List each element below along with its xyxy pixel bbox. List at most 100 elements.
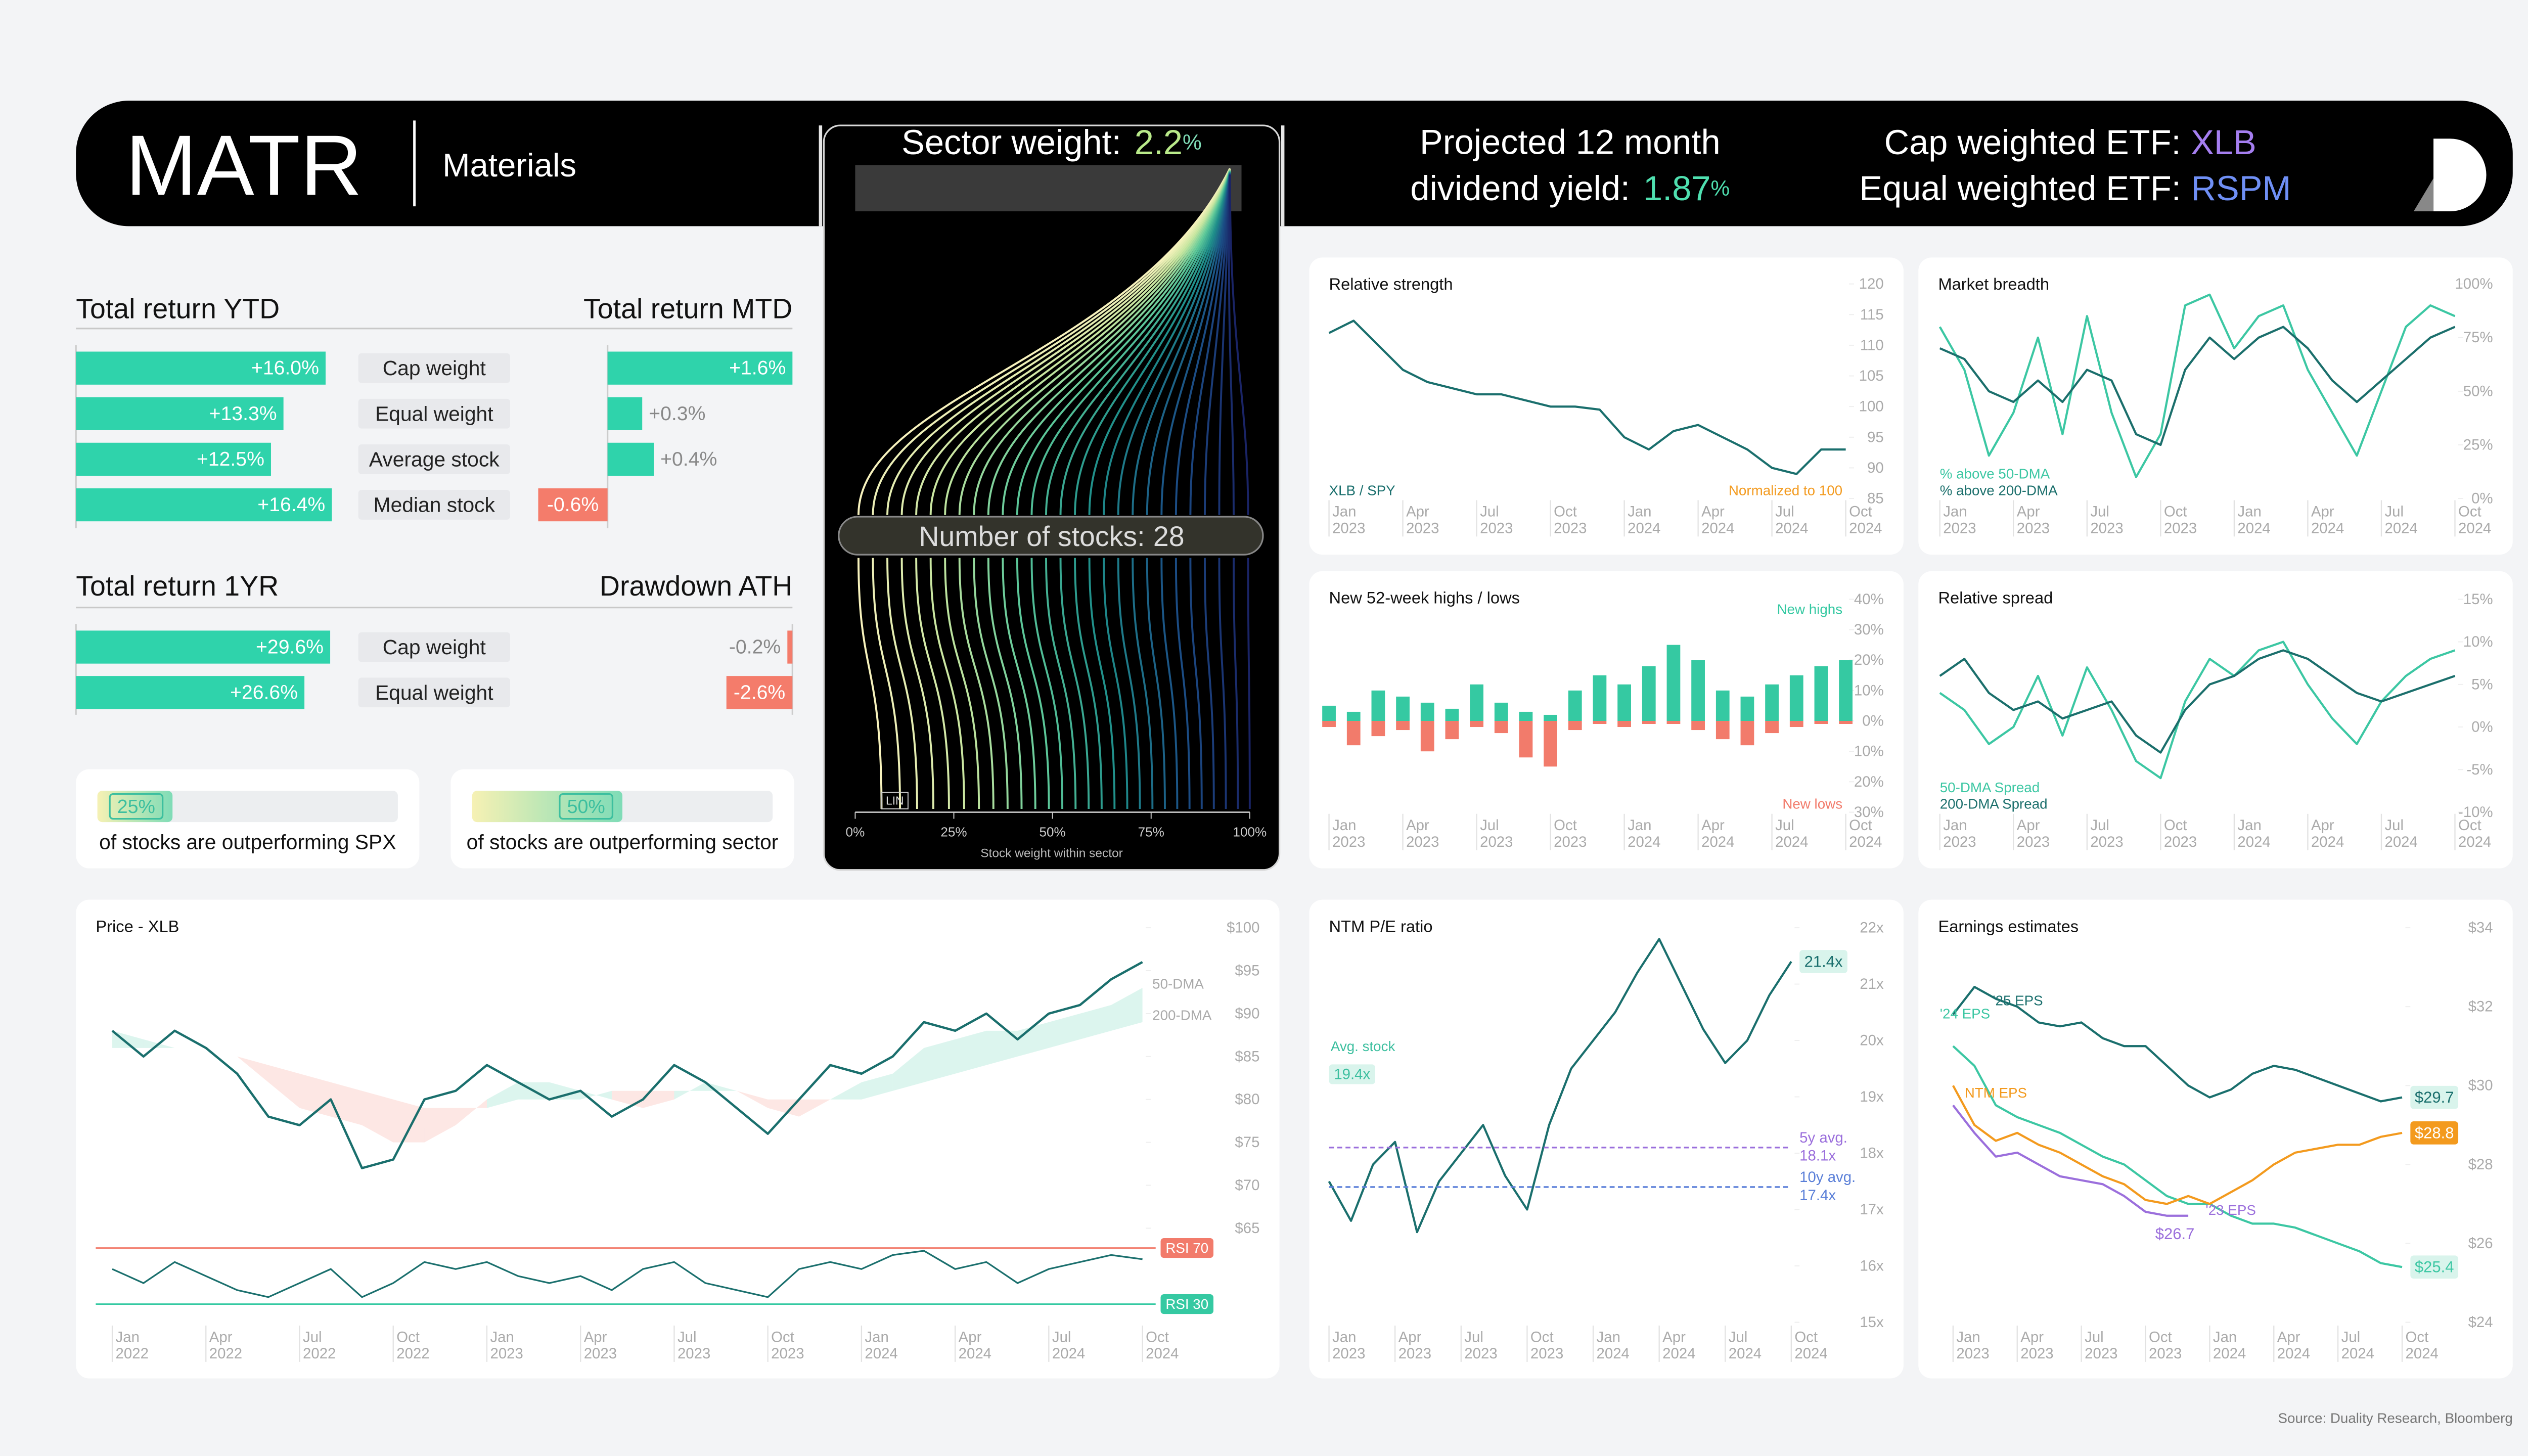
fan-curve [987,558,1023,809]
y-tick-label: $24 [2468,1314,2493,1331]
bar [1839,721,1853,724]
y-tick-label: 30% [1854,621,1884,638]
x-tick-label: Apr [2311,504,2334,520]
return-label: +0.4% [660,448,717,470]
y-tick-label: $85 [1235,1048,1259,1065]
y-tick-label: $100 [1227,920,1259,936]
return-label: +16.4% [257,494,325,516]
y-tick-label: 90 [1867,460,1884,476]
x-tick-label: 2024 [2341,1345,2374,1362]
series-line [1939,641,2456,780]
x-tick-label: Jan [1628,817,1651,834]
x-tick-label: Apr [1701,817,1725,834]
reference-label: 5y avg. [1799,1129,1847,1146]
dma-band [549,1082,581,1100]
scale-label: LIN [886,794,904,807]
gauge-label-box [559,793,614,820]
x-tick-label: Apr [959,1329,982,1345]
x-tick-label: 2022 [396,1345,429,1362]
series-line [1952,986,2403,1103]
sector-weight: Sector weight: 2.2% [901,122,1202,161]
series-line [111,961,1143,1169]
bar [1470,684,1483,721]
bar [1765,721,1779,734]
section-title: Total return 1YR [76,570,279,602]
series-name: 200-DMA [1152,1008,1212,1023]
fan-curve [886,558,918,809]
x-tick-label: 2023 [1943,834,1976,850]
bar [1642,666,1656,721]
x-tick-label: Apr [1406,817,1429,834]
bar [1470,721,1483,727]
y-tick-label: 0% [1862,713,1883,730]
row-label: Equal weight [375,402,493,425]
rsi-level-label: RSI 30 [1165,1296,1208,1312]
y-tick-label: 0% [2471,719,2493,736]
x-tick-label: 2023 [1332,834,1365,850]
fan-curve [1103,558,1128,809]
row-label: Equal weight [375,681,493,704]
weight-bar [855,165,1242,211]
x-tick-label: Jul [1775,817,1794,834]
bar [1519,711,1533,721]
bar [1322,705,1336,721]
header-bar [76,101,2513,226]
chart-title: Price - XLB [96,917,179,935]
y-tick-label: 10% [1854,682,1884,699]
dividend-label: dividend yield: [1410,169,1630,208]
series-line [1952,1085,2403,1205]
x-tick-label: 2024 [1775,520,1808,536]
fan-curve [1229,175,1249,515]
x-tick-label: Apr [1662,1329,1686,1345]
fan-curve [1016,170,1231,515]
fan-curve [1160,558,1179,809]
x-tick-label: Jul [2090,817,2109,834]
x-tick-label: 2023 [2164,520,2197,536]
source: Source: Duality Research, Bloomberg [2278,1410,2513,1426]
x-tick-label: 2024 [1775,834,1808,850]
fan-curve [1247,558,1251,809]
bar [1740,696,1754,721]
chart-title: Relative spread [1938,588,2053,607]
series-line [1939,326,2456,446]
bar [1445,708,1459,721]
x-tick-label: Jul [1464,1329,1483,1345]
sector: Materials [442,147,576,184]
bar [1814,721,1828,724]
row-label: Median stock [374,493,495,517]
x-tick-label: 2023 [2085,1345,2117,1362]
x-tick-label: 2023 [2090,834,2123,850]
x-tick-label: Jan [1943,817,1967,834]
y-tick-label: -10% [2458,804,2493,821]
bar [1494,702,1508,721]
fan-curve [872,558,901,809]
x-tick-label: 2023 [1943,520,1976,536]
y-tick-label: 17x [1860,1201,1884,1218]
y-tick-label: 20% [1854,652,1884,668]
fan-curve [1016,558,1050,809]
chart-title: Earnings estimates [1938,917,2079,935]
y-tick-label: 16x [1860,1258,1884,1275]
row-label-box [358,444,510,474]
chart-title: NTM P/E ratio [1329,917,1433,935]
fan-curve [1117,558,1141,809]
return-label: +29.6% [256,636,324,658]
x-tick-label: 2024 [2458,520,2491,536]
bar [1839,660,1853,721]
x-tick-label: 2023 [1332,520,1365,536]
fan-tick-label: 0% [846,825,865,840]
chart-panel [76,899,1280,1379]
bar [1494,721,1508,734]
fan-curve [944,558,980,809]
scale-box [881,792,909,809]
row-label-box [358,398,510,429]
section-title: Drawdown ATH [600,570,792,602]
fan-curve [900,558,934,809]
bar [1593,675,1607,721]
y-tick-label: 20x [1860,1032,1884,1049]
fan-curve [1045,171,1231,515]
y-tick-label: 85 [1867,490,1884,507]
return-label: +13.3% [209,403,277,425]
bar [1445,721,1459,740]
series-name: '24 EPS [1940,1006,1990,1021]
